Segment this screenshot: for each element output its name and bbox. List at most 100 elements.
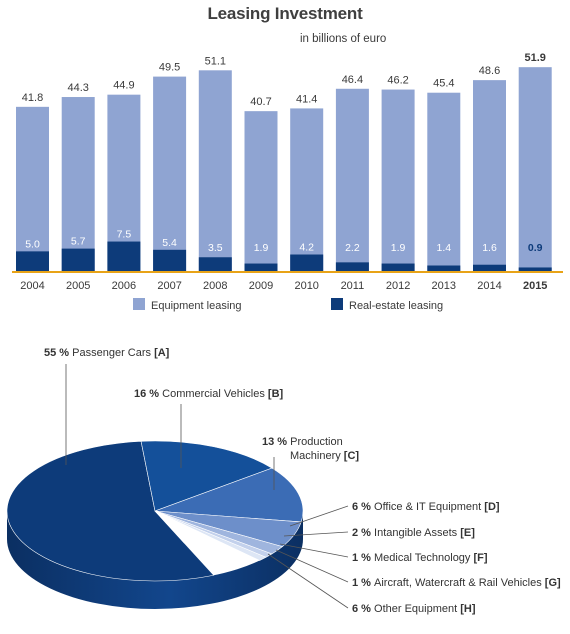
bar-equipment-2014: [473, 80, 506, 271]
slice-code-e: [E]: [460, 527, 475, 539]
bar-chart: 41.8 5.0 2004 44.3 5.7 2005 44.9 7.5 2006 49.5 5.4…: [12, 52, 563, 312]
value-label-equipment-2015: 51.9: [524, 52, 545, 64]
value-label-equipment-2006: 44.9: [113, 80, 134, 92]
bar-realestate-2011: [335, 262, 369, 271]
bar-realestate-2014: [473, 264, 506, 271]
bar-realestate-2013: [427, 265, 461, 271]
slice-percent-g: 1 %: [352, 577, 374, 589]
value-label-realestate-2012: 1.9: [391, 242, 406, 254]
slice-label-g: 1 % Aircraft, Watercraft & Rail Vehicles…: [352, 577, 561, 589]
legend-swatch-equipment: [133, 298, 145, 310]
slice-percent-e: 2 %: [352, 527, 374, 539]
value-label-equipment-2007: 49.5: [159, 62, 180, 74]
slice-label-a: 55 % Passenger Cars [A]: [44, 347, 170, 359]
value-label-equipment-2013: 45.4: [433, 78, 454, 90]
legend-label-realestate: Real-estate leasing: [349, 300, 443, 312]
value-label-equipment-2009: 40.7: [250, 96, 271, 108]
slice-label-h: 6 % Other Equipment [H]: [352, 603, 476, 615]
slice-code-d: [D]: [484, 501, 500, 513]
value-label-equipment-2004: 41.8: [22, 92, 43, 104]
chart-unit-label: in billions of euro: [300, 33, 387, 45]
slice-percent-c: 13 %: [262, 436, 290, 448]
bar-realestate-2004: [16, 251, 49, 271]
value-label-realestate-2014: 1.6: [482, 242, 497, 254]
bar-realestate-2012: [381, 263, 415, 271]
slice-label-c: 13 % Production Machinery [C]: [262, 436, 359, 462]
slice-percent-h: 6 %: [352, 603, 374, 615]
slice-percent-d: 6 %: [352, 501, 374, 513]
slice-percent-f: 1 %: [352, 552, 374, 564]
value-label-realestate-2006: 7.5: [117, 229, 132, 241]
slice-name-h: Other Equipment: [374, 603, 460, 615]
slice-code-c: [C]: [344, 450, 360, 462]
bar-equipment-2004: [16, 106, 49, 271]
x-tick-label-2014: 2014: [477, 280, 501, 292]
bar-equipment-2005: [61, 97, 95, 271]
value-label-realestate-2009: 1.9: [254, 242, 269, 254]
bar-realestate-2015: [518, 267, 552, 271]
slice-label-f: 1 % Medical Technology [F]: [352, 552, 488, 564]
bar-realestate-2010: [290, 254, 324, 271]
bar-equipment-2009: [244, 111, 278, 271]
x-tick-label-2006: 2006: [112, 280, 136, 292]
value-label-realestate-2007: 5.4: [162, 237, 177, 249]
slice-label-d: 6 % Office & IT Equipment [D]: [352, 501, 500, 513]
value-label-equipment-2010: 41.4: [296, 93, 317, 105]
value-label-equipment-2014: 48.6: [479, 65, 500, 77]
x-tick-label-2007: 2007: [157, 280, 181, 292]
leader-line-g: [275, 549, 349, 583]
slice-name-d: Office & IT Equipment: [374, 501, 484, 513]
bar-equipment-2010: [290, 108, 324, 271]
leader-line-f: [279, 543, 349, 558]
pie-slice-g: [154, 510, 267, 561]
legend-swatch-realestate: [331, 298, 343, 310]
value-label-realestate-2015: 0.9: [528, 242, 543, 254]
value-label-realestate-2011: 2.2: [345, 242, 360, 254]
chart-title: Leasing Investment: [207, 4, 363, 23]
slice-name-c: Production: [290, 436, 343, 448]
slice-label-e: 2 % Intangible Assets [E]: [352, 527, 475, 539]
leader-line-h: [267, 553, 349, 609]
value-label-realestate-2008: 3.5: [208, 242, 223, 254]
pie-chart: 55 % Passenger Cars [A] 16 % Commercial V…: [6, 347, 561, 615]
bar-realestate-2009: [244, 263, 278, 271]
value-label-equipment-2012: 46.2: [387, 75, 408, 87]
leader-line-e: [283, 531, 349, 537]
slice-name-f: Medical Technology: [374, 552, 473, 564]
slice-code-f: [F]: [473, 552, 487, 564]
slice-name-cont-c: Machinery: [290, 450, 344, 462]
slice-code-b: [B]: [268, 388, 284, 400]
value-label-realestate-2004: 5.0: [25, 238, 40, 250]
pie-slice-a: [6, 440, 215, 582]
slice-code-a: [A]: [154, 347, 170, 359]
bar-realestate-2005: [61, 248, 95, 271]
x-tick-label-2004: 2004: [20, 280, 44, 292]
slice-name-a: Passenger Cars: [72, 347, 154, 359]
bar-equipment-2008: [198, 70, 232, 271]
pie-side-wall: [7, 511, 303, 609]
x-tick-label-2012: 2012: [386, 280, 410, 292]
x-tick-label-2011: 2011: [341, 280, 365, 292]
pie-slice-c: [154, 467, 304, 523]
slice-label-b: 16 % Commercial Vehicles [B]: [134, 388, 284, 400]
x-tick-label-2005: 2005: [66, 280, 90, 292]
x-tick-label-2008: 2008: [203, 280, 227, 292]
value-label-realestate-2013: 1.4: [436, 242, 451, 254]
x-tick-label-2013: 2013: [432, 280, 456, 292]
slice-percent-a: 55 %: [44, 347, 72, 359]
value-label-realestate-2010: 4.2: [299, 242, 314, 254]
legend-label-equipment: Equipment leasing: [151, 300, 242, 312]
slice-percent-b: 16 %: [134, 388, 162, 400]
leader-line-d: [289, 505, 349, 527]
bar-equipment-2013: [427, 92, 461, 272]
bar-equipment-2011: [335, 88, 369, 272]
slice-code-g: [G]: [545, 577, 561, 589]
x-tick-label-2009: 2009: [249, 280, 273, 292]
x-tick-label-2010: 2010: [294, 280, 318, 292]
x-tick-label-2015: 2015: [523, 280, 547, 292]
bar-realestate-2007: [153, 249, 187, 271]
bar-equipment-2015: [518, 67, 552, 271]
slice-name-b: Commercial Vehicles: [162, 388, 268, 400]
value-label-equipment-2005: 44.3: [67, 82, 88, 94]
bar-realestate-2008: [198, 257, 232, 271]
